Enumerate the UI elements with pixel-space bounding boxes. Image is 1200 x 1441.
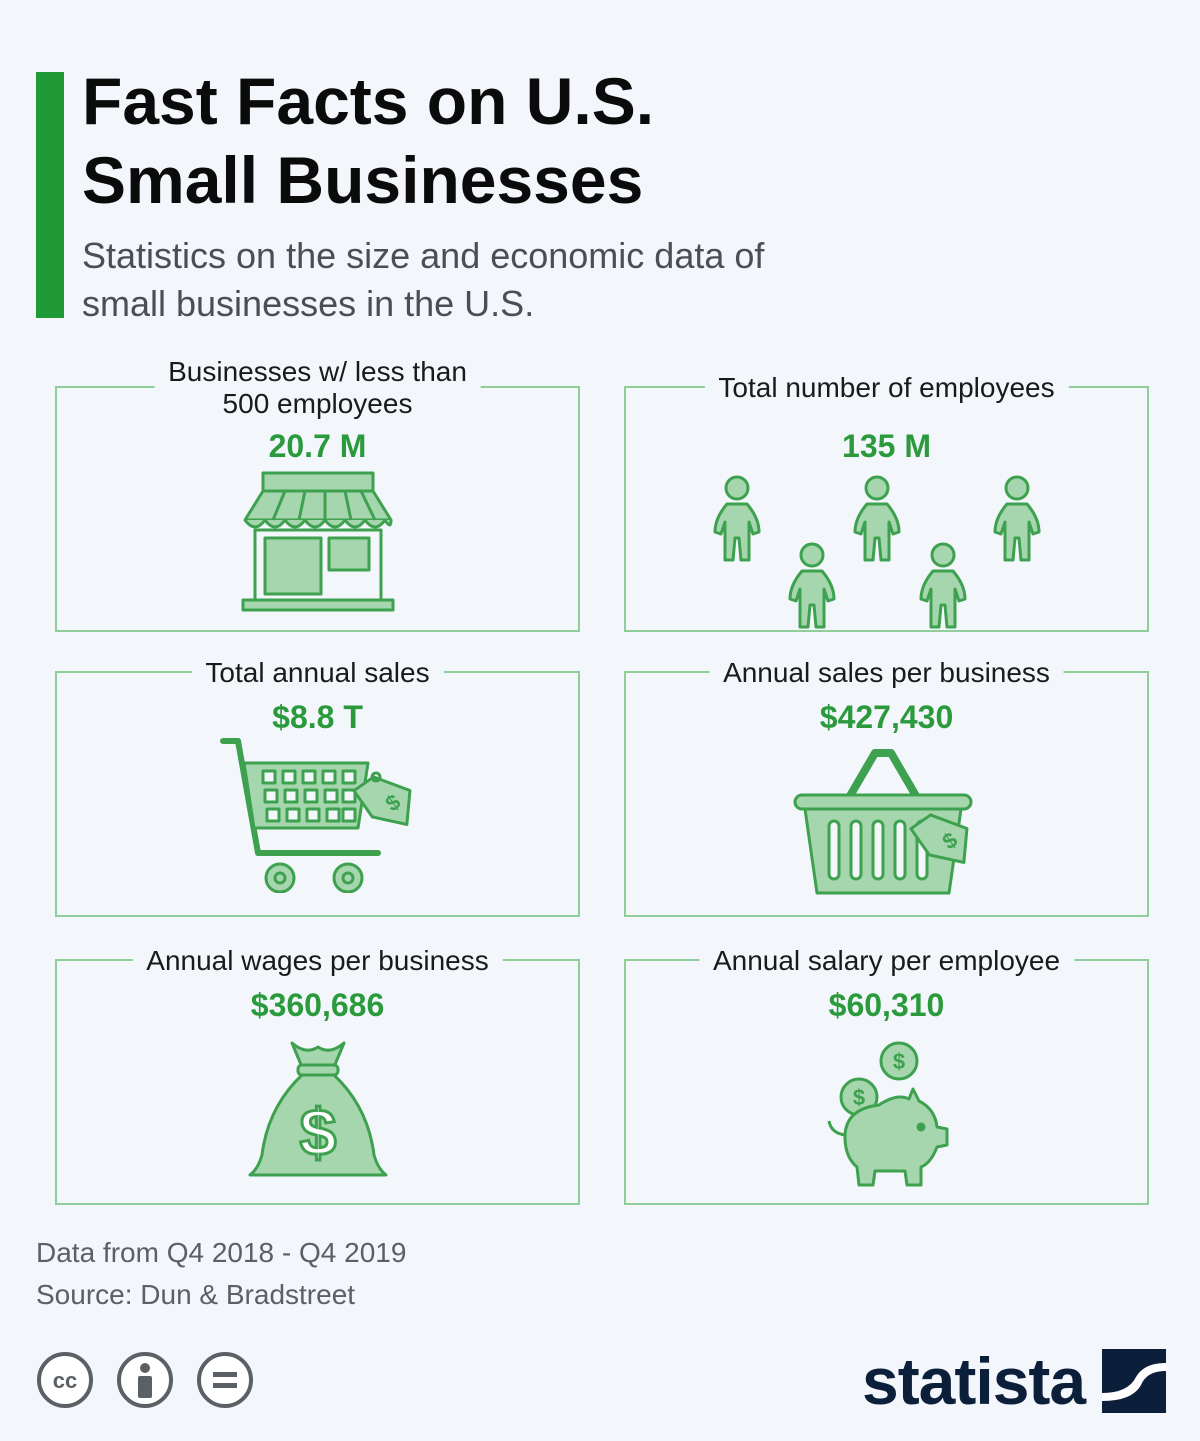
statista-mark-icon <box>1102 1349 1166 1413</box>
card-value: $360,686 <box>250 987 385 1023</box>
card-label: Businesses w/ less than 500 employees <box>154 356 481 420</box>
svg-text:$: $ <box>892 1049 904 1074</box>
svg-text:$: $ <box>299 1095 336 1169</box>
storefront-icon <box>241 471 394 612</box>
card-label: Annual salary per employee <box>698 945 1075 977</box>
svg-text:cc: cc <box>53 1368 77 1393</box>
attribution-icon <box>117 1352 173 1408</box>
license-icons: cc <box>37 1352 253 1408</box>
page-subtitle: Statistics on the size and economic data… <box>82 235 765 324</box>
svg-text:$: $ <box>852 1085 864 1110</box>
card-businesses: Businesses w/ less than 500 employees 20.… <box>55 356 580 632</box>
shopping-basket-icon: $ <box>793 749 972 895</box>
money-bag-icon: $ <box>248 1041 387 1177</box>
card-total-sales: Total annual sales $8.8 T $ <box>55 657 580 917</box>
piggy-bank-icon: $ $ <box>827 1041 948 1187</box>
card-value: $8.8 T <box>272 699 363 735</box>
card-label: Total number of employees <box>704 372 1069 404</box>
page-title: Fast Facts on U.S. Small Businesses <box>82 64 655 217</box>
people-icon <box>713 475 1040 629</box>
card-value: $60,310 <box>828 987 945 1023</box>
data-period-note: Data from Q4 2018 - Q4 2019 <box>36 1237 407 1268</box>
cc-icon: cc <box>37 1352 93 1408</box>
card-value: $427,430 <box>819 699 954 735</box>
no-derivatives-icon <box>197 1352 253 1408</box>
card-employees: Total number of employees 135 M <box>624 372 1149 632</box>
card-label: Total annual sales <box>191 657 444 689</box>
shopping-cart-icon: $ <box>219 738 411 893</box>
card-label: Annual wages per business <box>132 945 503 977</box>
card-value: 20.7 M <box>268 428 367 464</box>
brand-name: statista <box>862 1344 1086 1418</box>
card-wages-per-business: Annual wages per business $360,686 $ <box>55 945 580 1205</box>
card-value: 135 M <box>842 428 931 464</box>
card-salary-per-employee: Annual salary per employee $60,310 $ $ <box>624 945 1149 1205</box>
card-label: Annual sales per business <box>709 657 1064 689</box>
card-sales-per-business: Annual sales per business $427,430 $ <box>624 657 1149 917</box>
accent-bar <box>36 72 64 318</box>
source-note: Source: Dun & Bradstreet <box>36 1279 356 1310</box>
